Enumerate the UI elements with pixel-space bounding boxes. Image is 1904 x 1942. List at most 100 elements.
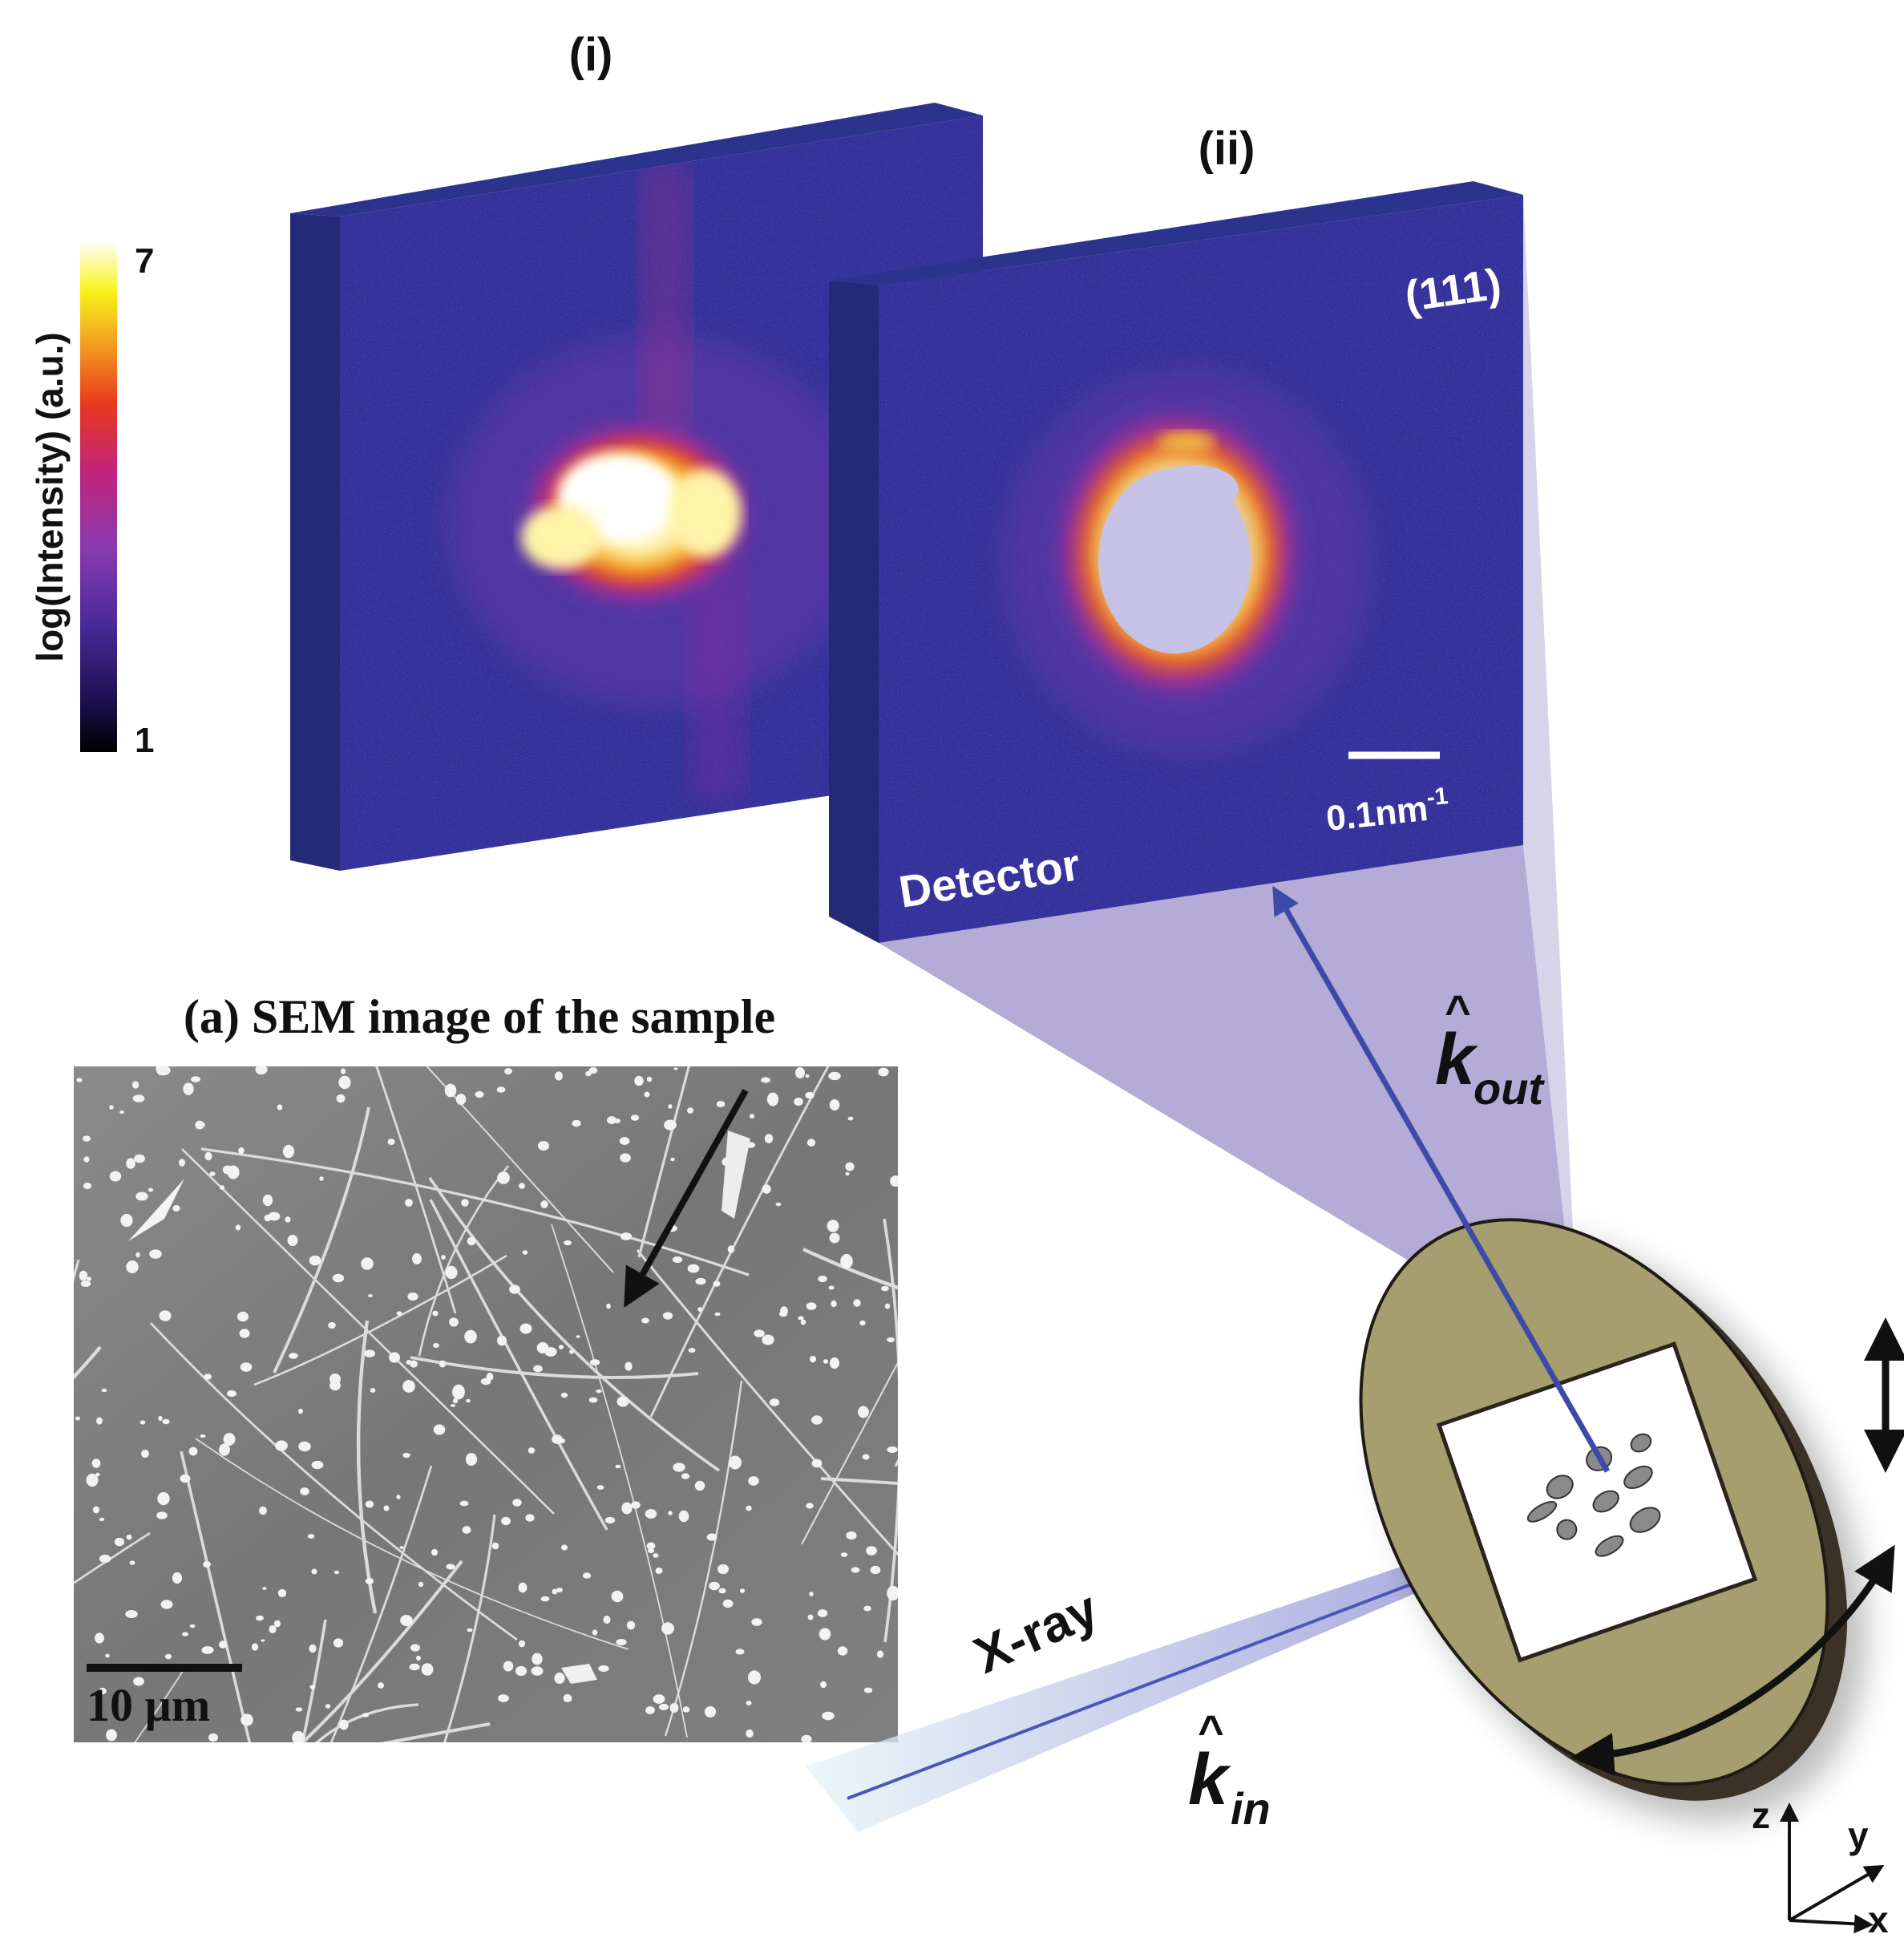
sem-particle [491, 1542, 499, 1550]
sem-particle [407, 1292, 418, 1301]
sem-particle [533, 1365, 543, 1373]
sem-particle [572, 1119, 581, 1127]
sem-particle [611, 1590, 624, 1603]
sem-nanowire [195, 1438, 629, 1650]
sem-particle [83, 1182, 92, 1190]
sem-particle [661, 1622, 674, 1635]
sem-particle [87, 1276, 91, 1281]
sem-image: (a) SEM image of the sample 10 µm [74, 990, 898, 1742]
sem-particle [678, 1510, 689, 1523]
sem-particle [139, 1420, 146, 1425]
sem-particle [762, 1334, 774, 1345]
sem-nanowire [801, 1361, 898, 1545]
sem-particle [149, 1249, 162, 1259]
sem-nanowire [443, 1514, 496, 1742]
sem-particle [396, 1495, 401, 1499]
sem-particle [569, 1349, 574, 1354]
sem-particle [120, 1213, 133, 1228]
sem-particle [209, 1171, 216, 1176]
sem-particle [325, 1704, 331, 1709]
sem-particle [409, 1663, 420, 1671]
colorbar: 7 1 log(Intensity) (a.u.) [29, 241, 154, 760]
sem-particle [620, 1153, 631, 1163]
sem-particle [519, 1323, 532, 1334]
sem-particle [277, 1104, 283, 1111]
sem-nanowire [883, 1218, 898, 1643]
sem-nanowire [429, 1199, 608, 1531]
sem-particle [823, 1359, 829, 1364]
sem-particle [262, 1587, 267, 1590]
sem-particle [806, 1302, 817, 1310]
sem-nanowire [300, 1560, 463, 1742]
sem-particle [251, 1643, 259, 1651]
sem-particle [319, 1176, 324, 1181]
sem-particle [555, 1071, 563, 1081]
sem-particle [512, 1499, 522, 1507]
sem-particle [433, 1343, 439, 1348]
sem-nanowire [637, 1066, 690, 1258]
sem-particle [668, 1104, 673, 1109]
sem-particle [465, 1453, 478, 1466]
sem-particle [607, 1116, 616, 1124]
svg-text:^: ^ [1197, 1705, 1223, 1756]
sem-particle [845, 1162, 855, 1171]
sem-particle [749, 1114, 755, 1119]
sem-particle [298, 1441, 311, 1452]
sem-particle [615, 1464, 621, 1469]
sem-particle [99, 1554, 111, 1564]
sem-particle [396, 1311, 402, 1316]
sem-particle [887, 1337, 895, 1343]
sem-particle [604, 1516, 616, 1524]
sem-particle [694, 1480, 705, 1491]
sem-particle [501, 1516, 511, 1526]
sem-particle [162, 1418, 170, 1425]
sem-particle [645, 1509, 657, 1519]
svg-text:^: ^ [1444, 985, 1470, 1036]
sem-particle [631, 1501, 641, 1509]
sem-particle [83, 1156, 90, 1163]
sem-particle [441, 1255, 446, 1260]
sem-particle [818, 1275, 827, 1283]
sem-particle [687, 1264, 700, 1273]
sem-particle [764, 1134, 774, 1143]
panel-i-label: (i) [569, 29, 613, 81]
sem-particle [697, 1307, 702, 1312]
sample-crystal [1592, 1490, 1619, 1513]
sem-particle [644, 1091, 650, 1098]
sem-particle [801, 1734, 812, 1742]
sem-particle [497, 1171, 510, 1184]
coordinate-axes [1780, 1802, 1885, 1934]
sem-particle [531, 1666, 544, 1676]
sem-particle [269, 1624, 277, 1634]
sem-particle [672, 1256, 683, 1263]
sem-particle [859, 1320, 866, 1326]
sem-particle [159, 1310, 172, 1321]
sem-particle [172, 1572, 183, 1584]
sem-particle [646, 1542, 656, 1550]
sem-particle [339, 1719, 349, 1730]
sem-particle [822, 1711, 835, 1721]
sem-particle [794, 1097, 803, 1107]
sem-particle [80, 1281, 91, 1287]
sem-nanowire [410, 1356, 699, 1379]
sem-nanowire [636, 1249, 898, 1556]
sem-particle [863, 1687, 873, 1693]
sem-particle [332, 1273, 345, 1283]
sem-particle [662, 1312, 673, 1320]
sem-particle [664, 1119, 677, 1131]
sem-particle [99, 1687, 107, 1695]
sem-particle [309, 1644, 317, 1653]
sem-particle [598, 1665, 609, 1673]
sem-particle [554, 1673, 565, 1684]
sem-nanowire [664, 1380, 743, 1737]
sem-particle [79, 1270, 88, 1281]
sem-nanowire [375, 1066, 457, 1314]
sem-particle [831, 1300, 837, 1308]
sem-particle [668, 1511, 673, 1515]
sem-particle [556, 1438, 566, 1444]
sem-particle [729, 1455, 742, 1470]
sem-particle [227, 1390, 236, 1398]
sem-particle [560, 1392, 568, 1398]
